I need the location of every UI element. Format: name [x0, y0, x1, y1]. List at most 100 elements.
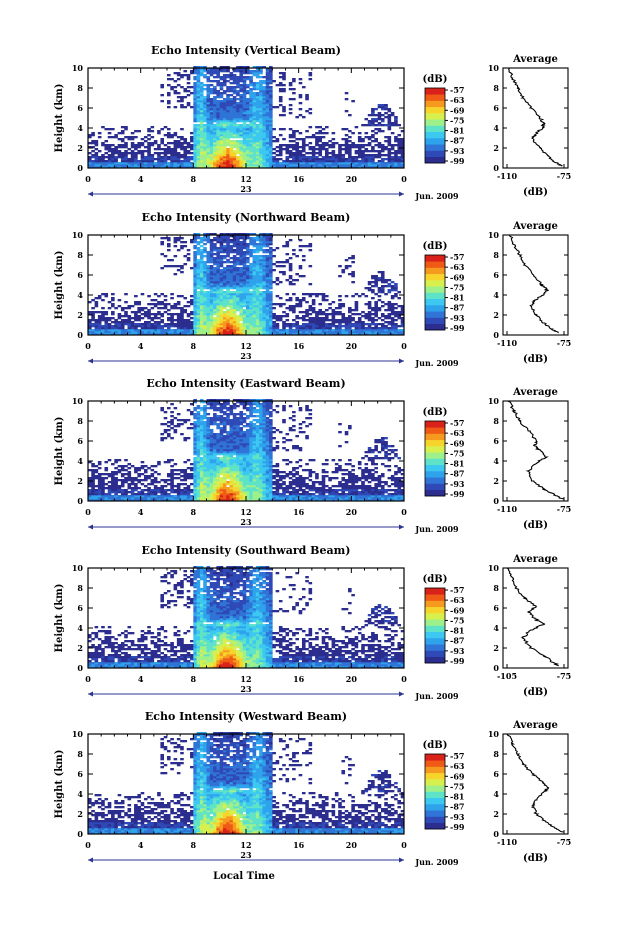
heatmap-cell [318, 160, 322, 162]
heatmap-cell [266, 305, 270, 307]
heatmap-cell [236, 160, 240, 162]
heatmap-cell [141, 138, 145, 140]
heatmap-cell [180, 329, 184, 331]
heatmap-cell [98, 136, 102, 138]
heatmap-cell [210, 287, 214, 289]
heatmap-cell [378, 317, 382, 319]
heatmap-cell [114, 459, 118, 461]
heatmap-cell [322, 146, 326, 148]
heatmap-cell [193, 263, 197, 265]
heatmap-cell [309, 136, 313, 138]
heatmap-cell [91, 465, 95, 467]
heatmap-cell [223, 241, 227, 243]
heatmap-cell [302, 154, 306, 156]
heatmap-cell [259, 237, 263, 239]
heatmap-cell [193, 92, 197, 94]
heatmap-cell [345, 98, 349, 100]
heatmap-cell [180, 128, 184, 130]
heatmap-cell [101, 311, 105, 313]
heatmap-cell [183, 323, 187, 325]
heatmap-cell [137, 317, 141, 319]
heatmap-cell [269, 124, 273, 126]
heatmap-cell [299, 152, 303, 154]
heatmap-cell [272, 325, 276, 327]
heatmap-cell [200, 285, 204, 287]
heatmap-cell [256, 249, 260, 251]
heatmap-cell [197, 118, 201, 120]
heatmap-cell [220, 94, 224, 96]
heatmap-cell [167, 259, 171, 261]
heatmap-cell [351, 160, 355, 162]
heatmap-cell [239, 98, 243, 100]
heatmap-cell [266, 100, 270, 102]
heatmap-cell [193, 301, 197, 303]
heatmap-cell [190, 321, 194, 323]
heatmap-cell [315, 158, 319, 160]
heatmap-cell [101, 473, 105, 475]
heatmap-cell [289, 275, 293, 277]
heatmap-cell [246, 307, 250, 309]
heatmap-cell [220, 116, 224, 118]
heatmap-cell [134, 469, 138, 471]
heatmap-cell [246, 265, 250, 267]
heatmap-cell [253, 116, 257, 118]
heatmap-cell [282, 78, 286, 80]
colorbar-tick-label: -99 [450, 323, 465, 333]
heatmap-cell [276, 154, 280, 156]
heatmap-cell [104, 140, 108, 142]
heatmap-cell [230, 261, 234, 263]
heatmap-cell [262, 237, 266, 239]
heatmap-cell [203, 299, 207, 301]
heatmap-cell [388, 291, 392, 293]
heatmap-cell [266, 301, 270, 303]
heatmap-cell [328, 313, 332, 315]
heatmap-cell [213, 309, 217, 311]
heatmap-cell [128, 160, 132, 162]
heatmap-cell [236, 98, 240, 100]
heatmap-cell [220, 311, 224, 313]
heatmap-cell [266, 327, 270, 329]
heatmap-cell [111, 483, 115, 485]
heatmap-cell [299, 150, 303, 152]
heatmap-cell [131, 146, 135, 148]
heatmap-cell [101, 156, 105, 158]
heatmap-cell [253, 295, 257, 297]
colorbar-tick-label: -75 [450, 282, 464, 292]
heatmap-cell [295, 297, 299, 299]
heatmap-cell [213, 273, 217, 275]
heatmap-cell [203, 110, 207, 112]
heatmap-cell [243, 263, 247, 265]
heatmap-cell [315, 148, 319, 150]
heatmap-cell [243, 281, 247, 283]
heatmap-cell [236, 327, 240, 329]
heatmap-cell [151, 465, 155, 467]
y-tick-label: 8 [77, 250, 83, 260]
heatmap-cell [269, 160, 273, 162]
heatmap-cell [147, 331, 151, 333]
heatmap-cell [177, 84, 181, 86]
heatmap-cell [341, 138, 345, 140]
heatmap-cell [239, 106, 243, 108]
heatmap-cell [174, 241, 178, 243]
heatmap-cell [309, 146, 313, 148]
date-label: Jun. 2009 [414, 191, 459, 201]
heatmap-cell [121, 307, 125, 309]
heatmap-cell [243, 128, 247, 130]
heatmap-cell [203, 317, 207, 319]
heatmap-cell [167, 102, 171, 104]
heatmap-cell [226, 281, 230, 283]
heatmap-cell [183, 305, 187, 307]
heatmap-cell [141, 323, 145, 325]
heatmap-cell [322, 299, 326, 301]
heatmap-cell [348, 160, 352, 162]
heatmap-cell [223, 156, 227, 158]
heatmap-cell [305, 331, 309, 333]
heatmap-cell [167, 136, 171, 138]
heatmap-cell [203, 297, 207, 299]
heatmap-cell [348, 130, 352, 132]
heatmap-cell [262, 269, 266, 271]
heatmap-cell [210, 245, 214, 247]
heatmap-cell [279, 281, 283, 283]
heatmap-cell [374, 319, 378, 321]
heatmap-cell [309, 249, 313, 251]
